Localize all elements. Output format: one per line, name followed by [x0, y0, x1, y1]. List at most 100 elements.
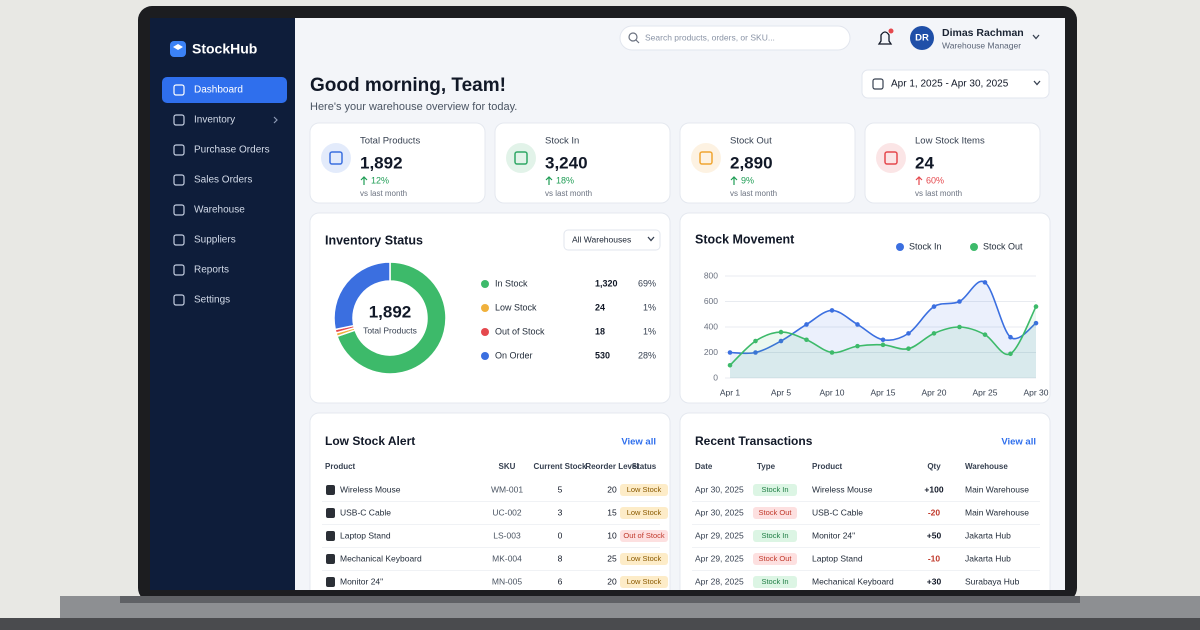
x-tick-label: Apr 30	[1023, 387, 1048, 397]
legend-label: Stock In	[909, 241, 942, 251]
view-all-link[interactable]: View all	[621, 437, 656, 448]
reorder-level: 20	[607, 484, 617, 494]
kpi-card	[494, 122, 671, 204]
x-tick-label: Apr 1	[720, 387, 741, 397]
data-point	[804, 337, 809, 343]
legend-swatch	[970, 243, 978, 251]
legend-label: Low Stock	[495, 302, 537, 312]
y-tick-label: 800	[704, 270, 718, 280]
data-point	[829, 308, 835, 313]
type-label: Stock In	[761, 531, 788, 540]
warehouse: Surabaya Hub	[965, 576, 1020, 586]
status-label: Low Stock	[627, 485, 662, 494]
table-header: Date	[695, 462, 713, 471]
kpi-value: 1,892	[360, 153, 403, 172]
current-stock: 3	[558, 507, 563, 517]
data-point	[855, 322, 860, 327]
nav-item[interactable]: Warehouse	[194, 205, 245, 216]
search-box[interactable]	[619, 25, 851, 51]
x-tick-label: Apr 25	[972, 387, 997, 397]
warehouse: Jakarta Hub	[965, 553, 1011, 563]
data-point	[778, 338, 784, 344]
product-icon	[326, 577, 335, 587]
type-label: Stock Out	[759, 554, 793, 563]
sku: MN-005	[492, 576, 523, 586]
date-range[interactable]: Apr 1, 2025 - Apr 30, 2025	[891, 79, 1009, 90]
bell-icon[interactable]	[877, 31, 893, 45]
kpi-icon-bg	[321, 143, 351, 173]
sku: WM-001	[491, 484, 523, 494]
status-badge	[620, 507, 668, 519]
avatar[interactable]	[910, 26, 934, 50]
transaction-date: Apr 30, 2025	[695, 484, 744, 494]
legend-swatch	[481, 280, 489, 288]
current-stock: 0	[558, 530, 563, 540]
quantity: +100	[924, 484, 943, 494]
x-tick-label: Apr 5	[771, 387, 792, 397]
table-header: Reorder Level	[585, 462, 638, 471]
data-point	[804, 322, 809, 327]
area-fill	[730, 306, 1036, 378]
chevron-icon	[647, 236, 655, 242]
screen: StockHub Dashboard Inventory Purchase Order…	[150, 18, 1065, 590]
nav-icon	[173, 294, 185, 306]
legend-count: 24	[595, 302, 605, 312]
y-tick-label: 600	[704, 296, 718, 306]
filter-label[interactable]: All Warehouses	[572, 234, 631, 244]
nav-item[interactable]: Purchase Orders	[194, 145, 270, 156]
transaction-date: Apr 29, 2025	[695, 530, 744, 540]
nav-item[interactable]: Sales Orders	[194, 175, 252, 186]
nav-expand-icon	[273, 116, 278, 124]
product-icon	[326, 531, 335, 541]
user-name: Dimas Rachman	[942, 27, 1024, 39]
card-title: Recent Transactions	[695, 434, 813, 448]
view-all-link[interactable]: View all	[1001, 437, 1036, 448]
kpi-icon	[884, 151, 898, 165]
greeting-title: Good morning, Team!	[310, 75, 506, 96]
x-tick-label: Apr 10	[819, 387, 844, 397]
nav-item[interactable]: Settings	[194, 295, 230, 306]
kpi-label: Low Stock Items	[915, 136, 985, 147]
kpi-label: Total Products	[360, 136, 420, 147]
current-stock: 8	[558, 553, 563, 563]
legend-percent: 1%	[643, 302, 656, 312]
kpi-card	[864, 122, 1041, 204]
kpi-note: vs last month	[360, 189, 407, 198]
nav-item[interactable]: Inventory	[194, 115, 235, 126]
data-point	[855, 343, 860, 349]
product-name: Laptop Stand	[812, 553, 863, 563]
data-point	[1008, 351, 1013, 357]
nav-icon	[173, 234, 185, 246]
nav-item[interactable]: Suppliers	[194, 235, 236, 246]
kpi-trend-arrow	[915, 176, 923, 185]
reorder-level: 15	[607, 507, 617, 517]
current-stock: 6	[558, 576, 563, 586]
kpi-change: 18%	[556, 175, 574, 185]
sku: LS-003	[493, 530, 521, 540]
reorder-level: 25	[607, 553, 617, 563]
filter-dropdown[interactable]	[563, 229, 661, 251]
data-point	[880, 342, 886, 348]
calendar-icon	[872, 78, 884, 90]
nav-icon	[173, 114, 185, 126]
nav-item[interactable]: Reports	[194, 265, 229, 276]
search-icon	[635, 39, 640, 44]
status-badge	[620, 553, 668, 565]
legend-count: 1,320	[595, 278, 618, 288]
search-placeholder[interactable]: Search products, orders, or SKU...	[645, 32, 775, 42]
kpi-icon-bg	[876, 143, 906, 173]
table-header: Current Stock	[534, 462, 587, 471]
kpi-icon	[699, 151, 713, 165]
data-point	[829, 350, 835, 355]
type-badge	[753, 576, 797, 588]
card-title: Stock Movement	[695, 232, 795, 246]
date-range-picker[interactable]	[861, 69, 1050, 99]
kpi-card	[679, 122, 856, 204]
data-point	[727, 362, 733, 368]
product-name: USB-C Cable	[812, 507, 863, 517]
nav-item[interactable]: Dashboard	[194, 85, 243, 96]
table-header: Qty	[927, 462, 941, 471]
chevron-icon	[1032, 34, 1040, 40]
